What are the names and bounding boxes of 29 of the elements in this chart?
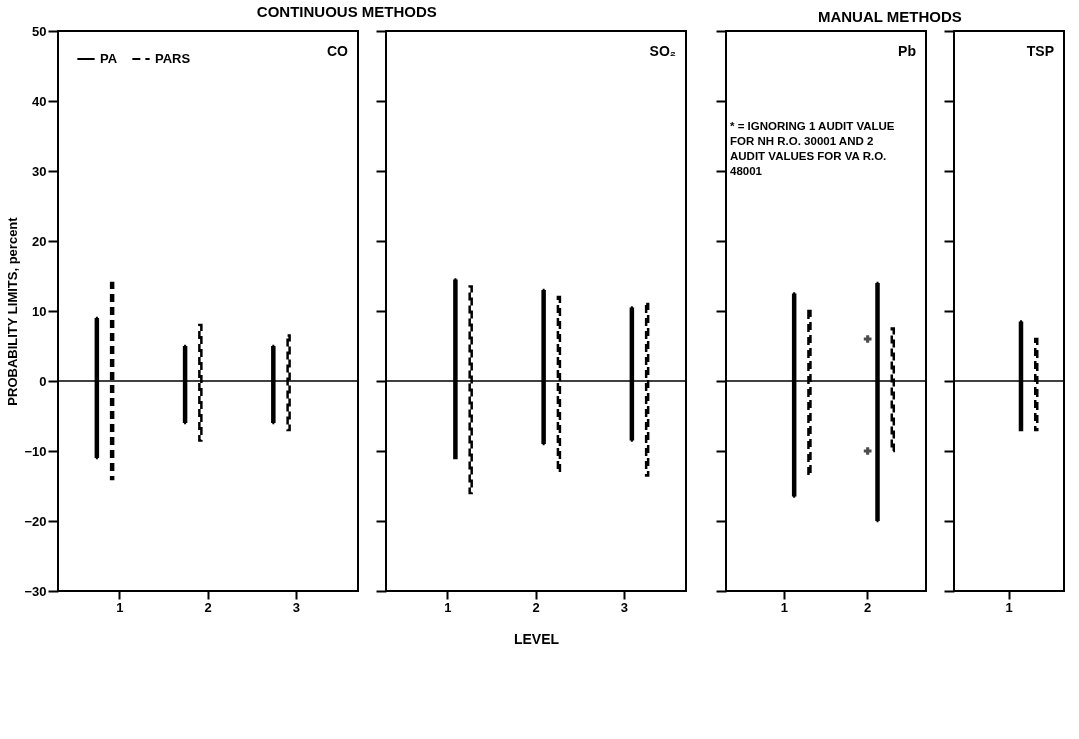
annotation: Pb xyxy=(898,43,916,59)
y-tick-label: −20 xyxy=(24,513,47,529)
annotation: TSP xyxy=(1026,43,1054,59)
y-tick-label: 20 xyxy=(32,233,47,249)
y-tick-label: 30 xyxy=(32,163,47,179)
x-tick-label: 1 xyxy=(780,599,788,615)
x-tick-label: 1 xyxy=(444,599,452,615)
x-tick-label: 1 xyxy=(1005,599,1013,615)
x-axis-title: LEVEL xyxy=(513,630,560,647)
y-tick-label: −30 xyxy=(24,583,47,599)
x-tick-label: 3 xyxy=(620,599,628,615)
x-tick-label: 3 xyxy=(292,599,300,615)
annotation: * = IGNORING 1 AUDIT VALUE FOR NH R.O. 30001 AND 2 AUDIT VALUES FOR VA R.O. 48001 xyxy=(730,119,895,177)
y-axis-title: PROBABILITY LIMITS, percent xyxy=(5,216,21,406)
y-tick-label: −10 xyxy=(24,443,47,459)
y-tick-label: 50 xyxy=(32,23,47,39)
annotation: CO xyxy=(327,43,349,59)
x-tick-label: 1 xyxy=(116,599,124,615)
x-tick-label: 2 xyxy=(204,599,212,615)
legend-label: PA xyxy=(100,51,118,66)
y-tick-label: 0 xyxy=(39,373,47,389)
y-tick-label: 10 xyxy=(32,303,47,319)
chart-title: MANUAL METHODS xyxy=(817,8,962,25)
y-tick-label: 40 xyxy=(32,93,47,109)
x-tick-label: 2 xyxy=(864,599,872,615)
chart-title: CONTINUOUS METHODS xyxy=(256,3,437,20)
annotation: SO₂ xyxy=(649,43,676,59)
x-tick-label: 2 xyxy=(532,599,540,615)
legend-label: PARS xyxy=(155,51,191,66)
